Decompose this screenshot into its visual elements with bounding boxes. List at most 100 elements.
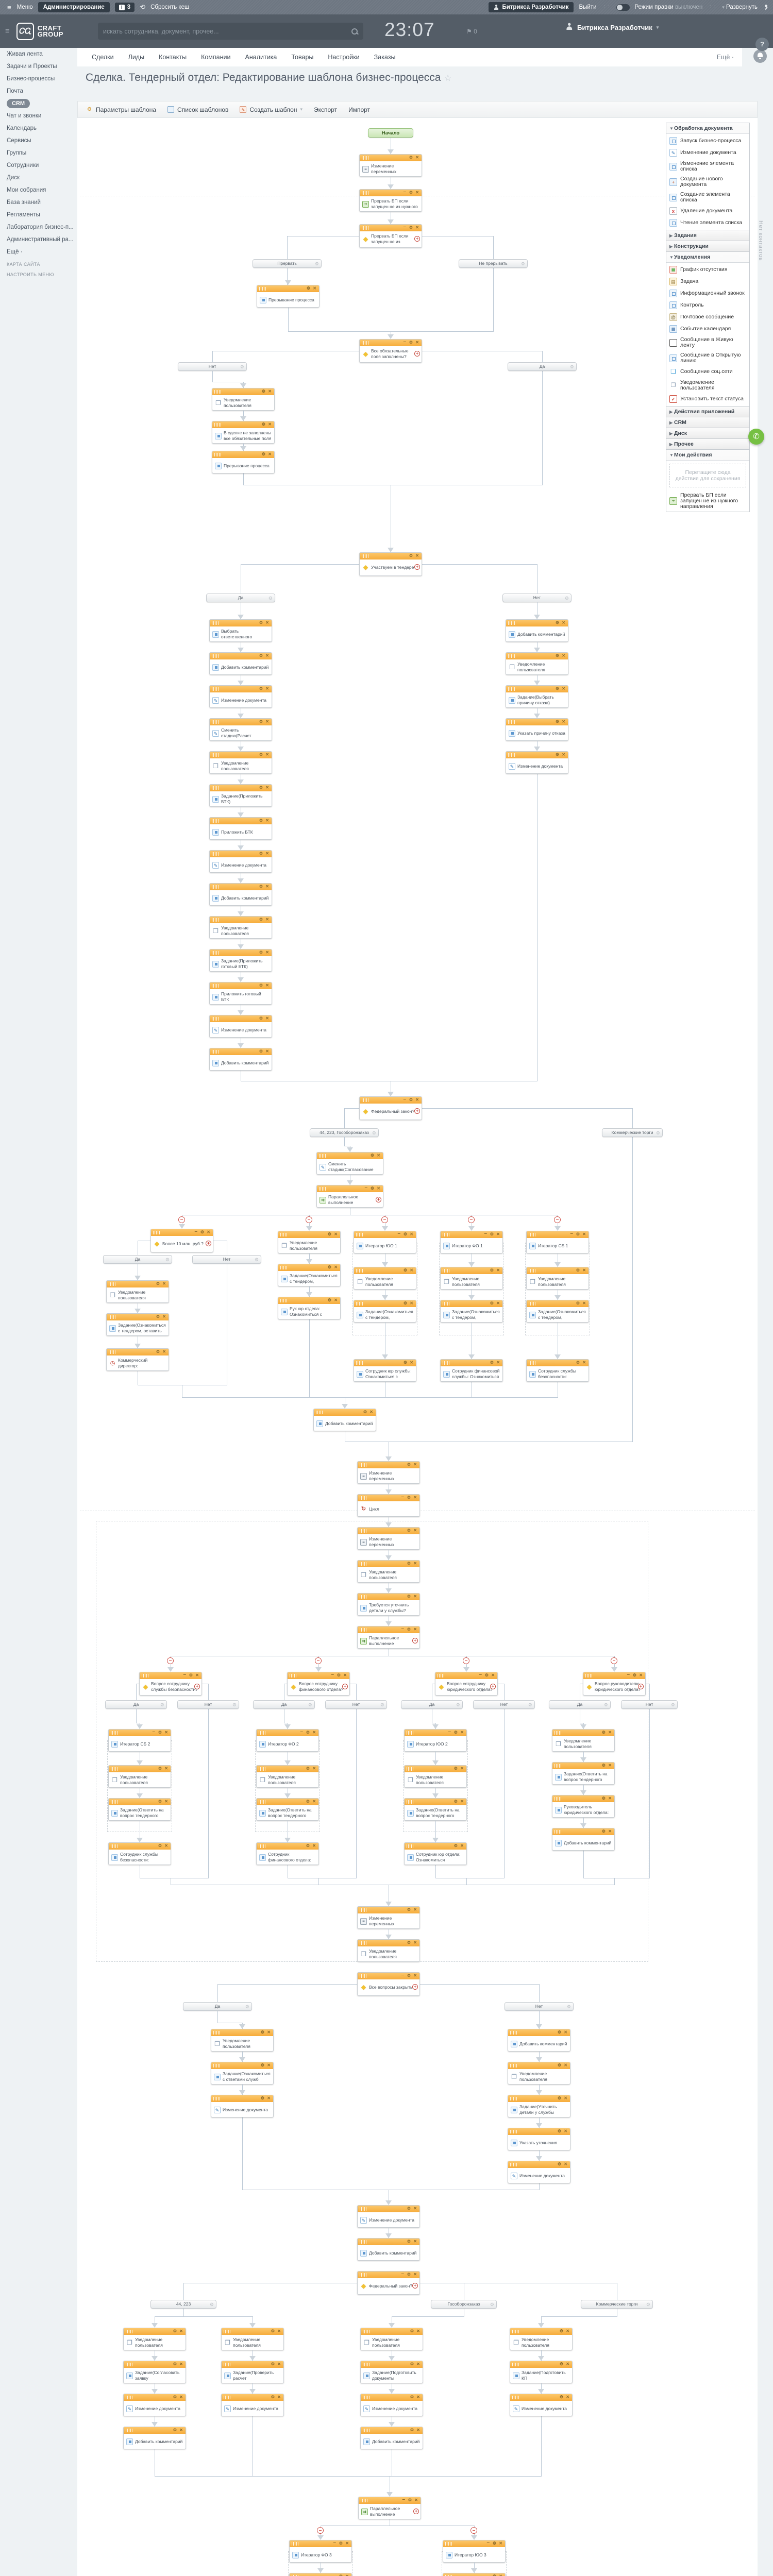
- drag-grip-icon[interactable]: [259, 287, 266, 291]
- flow-activity-node[interactable]: – ⚙ ✕ Итератор ФО 1: [440, 1231, 503, 1253]
- add-branch-icon[interactable]: +: [206, 1241, 211, 1246]
- drag-grip-icon[interactable]: [356, 1302, 363, 1306]
- flow-activity-node[interactable]: – ⚙ ✕ ⇉ Параллельное выполнение +: [357, 1626, 420, 1649]
- flow-activity-node[interactable]: ⚙ ✕ Руководитель юридического отдела:: [552, 1795, 615, 1818]
- drag-grip-icon[interactable]: [443, 1361, 450, 1365]
- gear-icon[interactable]: ⚙: [306, 1843, 310, 1848]
- gear-icon[interactable]: ⚙: [557, 2063, 561, 2067]
- top-menu-item[interactable]: Заказы: [374, 54, 396, 61]
- flow-branch-header[interactable]: Нет ⚙: [505, 2002, 574, 2011]
- sidebar-item[interactable]: Мои собрания: [7, 187, 46, 193]
- close-icon[interactable]: ✕: [345, 2541, 349, 2546]
- top-menu-more[interactable]: Ещё ·: [716, 54, 734, 61]
- add-branch-icon[interactable]: +: [414, 564, 420, 570]
- panel-action-item[interactable]: + Создание нового документа: [666, 174, 749, 190]
- gear-icon[interactable]: ⚙: [559, 2362, 563, 2366]
- bell-icon[interactable]: [753, 49, 767, 63]
- drag-grip-icon[interactable]: [212, 654, 219, 658]
- sidebar-item[interactable]: База знаний: [7, 199, 41, 206]
- gear-icon[interactable]: ⚙: [576, 1232, 580, 1236]
- flow-activity-node[interactable]: ⚙ ✕ ✎ Изменение документа: [209, 1015, 272, 1038]
- sidebar-item[interactable]: Почта: [7, 88, 23, 94]
- help-button[interactable]: ?: [755, 38, 769, 51]
- close-icon[interactable]: ✕: [268, 452, 272, 456]
- gear-icon[interactable]: ⚙: [409, 1097, 413, 1102]
- gear-icon[interactable]: ⚙: [407, 1940, 411, 1945]
- flow-activity-node[interactable]: ⚙ ✕ Приложить БТК: [209, 817, 272, 840]
- close-icon[interactable]: ✕: [413, 2272, 417, 2277]
- drag-grip-icon[interactable]: [443, 1269, 450, 1273]
- gear-icon[interactable]: ⚙: [407, 1907, 411, 1912]
- gear-icon[interactable]: ⚙: [271, 2362, 275, 2366]
- gear-icon[interactable]: ⚙: [165, 1257, 170, 1262]
- gear-icon[interactable]: ⚙: [407, 1528, 411, 1533]
- close-icon[interactable]: ✕: [496, 1232, 500, 1236]
- flow-activity-node[interactable]: ⚙✕✎Сменить стадию(Расчет тендера): [209, 718, 272, 741]
- close-icon[interactable]: ✕: [460, 1843, 464, 1848]
- edit-mode-toggle[interactable]: [616, 4, 630, 11]
- close-icon[interactable]: ✕: [312, 1799, 316, 1804]
- drag-grip-icon[interactable]: [363, 2429, 370, 2432]
- gear-icon[interactable]: ⚙: [232, 1702, 237, 1707]
- close-icon[interactable]: ✕: [415, 553, 419, 558]
- drag-grip-icon[interactable]: [407, 1800, 414, 1804]
- close-icon[interactable]: ✕: [265, 983, 269, 988]
- panel-section-header[interactable]: ▶ Прочее: [669, 441, 694, 447]
- sidebar-item[interactable]: Сервисы: [7, 138, 31, 144]
- close-icon[interactable]: ✕: [496, 1301, 500, 1306]
- sidebar-item[interactable]: Диск: [7, 175, 20, 181]
- close-icon[interactable]: ✕: [564, 2162, 567, 2166]
- drag-grip-icon[interactable]: [512, 2330, 519, 2333]
- close-icon[interactable]: ✕: [415, 225, 419, 230]
- panel-section-header[interactable]: ▼Обработка документа: [669, 125, 733, 131]
- gear-icon[interactable]: ⚙: [308, 1702, 312, 1707]
- drag-grip-icon[interactable]: [213, 2064, 221, 2067]
- gear-icon[interactable]: ⚙: [520, 261, 525, 266]
- gear-icon[interactable]: ⚙: [603, 1702, 608, 1707]
- sidebar-item[interactable]: Живая лента: [7, 51, 43, 57]
- gear-icon[interactable]: ⚙: [259, 785, 263, 790]
- gear-icon[interactable]: ⚙: [555, 686, 559, 691]
- flow-activity-node[interactable]: ⚙ ✕ Сотрудник службы безопасности:: [526, 1359, 589, 1382]
- flow-activity-node[interactable]: ⚙ ✕ Задание(Приложить БТК): [209, 784, 272, 807]
- gear-icon[interactable]: ⚙: [327, 1232, 331, 1236]
- panel-action-item[interactable]: ✎ Изменение документа: [666, 147, 749, 159]
- flow-activity-node[interactable]: – ⚙ ✕ Итератор СБ 2: [108, 1729, 171, 1752]
- flow-activity-node[interactable]: – ⚙ ✕ Итератор ЮО 3: [443, 2540, 506, 2563]
- close-icon[interactable]: ✕: [564, 2030, 567, 2035]
- flow-activity-node[interactable]: – ⚙ ✕ ◆ Прервать БП если запущен не из +: [359, 224, 422, 248]
- close-icon[interactable]: ✕: [564, 2063, 567, 2067]
- flow-activity-node[interactable]: – ⚙ ✕ ⇉ Параллельное выполнение +: [358, 2497, 421, 2519]
- gear-icon[interactable]: ⚙: [492, 2541, 496, 2546]
- sidebar-item[interactable]: Календарь: [7, 125, 37, 131]
- panel-section-header[interactable]: ▶ Задания: [669, 232, 697, 239]
- gear-icon[interactable]: ⚙: [632, 1673, 636, 1677]
- drag-grip-icon[interactable]: [360, 1595, 367, 1599]
- gear-icon[interactable]: ⚙: [493, 2574, 496, 2576]
- close-icon[interactable]: ✕: [413, 1462, 417, 1467]
- drag-grip-icon[interactable]: [212, 918, 219, 922]
- flow-activity-node[interactable]: ⚙ ✕ ✎ Изменение документа: [506, 751, 568, 774]
- flow-activity-node[interactable]: ⚙ ✕ ✎ Изменение документа: [357, 2205, 420, 2228]
- flow-activity-node[interactable]: – ⚙ ✕ ◆ Вопрос руководителю юридического отд…: [583, 1672, 646, 1696]
- drag-grip-icon[interactable]: [445, 2575, 452, 2576]
- add-branch-icon[interactable]: +: [412, 2283, 418, 2289]
- close-icon[interactable]: ✕: [413, 1594, 417, 1599]
- drag-grip-icon[interactable]: [214, 423, 222, 427]
- panel-action-item[interactable]: Сообщение в Живую ленту: [666, 335, 749, 350]
- flow-activity-node[interactable]: ⚙ ✕ Рук юр отдела: Ознакомиться с: [278, 1297, 341, 1319]
- panel-action-item[interactable]: Запуск бизнес-процесса: [666, 135, 749, 147]
- gear-icon[interactable]: ⚙: [306, 1799, 310, 1804]
- gear-icon[interactable]: ⚙: [409, 553, 413, 558]
- drag-grip-icon[interactable]: [510, 2163, 517, 2166]
- close-icon[interactable]: ✕: [499, 2541, 502, 2546]
- export-button[interactable]: Экспорт: [313, 106, 338, 113]
- gear-icon[interactable]: ⚙: [490, 1301, 494, 1306]
- gear-icon[interactable]: ⚙: [254, 1257, 259, 1262]
- add-branch-icon[interactable]: +: [490, 1684, 496, 1689]
- gear-icon[interactable]: ⚙: [156, 1314, 160, 1319]
- panel-section-header[interactable]: ▼Уведомления: [669, 254, 711, 260]
- close-icon[interactable]: ✕: [334, 1232, 338, 1236]
- flow-activity-node[interactable]: ⚙✕Выбрать ответственного менеджера за те…: [209, 619, 272, 642]
- flow-activity-node[interactable]: ⚙ ✕ Сотрудник финансовой службы: Ознакомит…: [440, 1359, 503, 1382]
